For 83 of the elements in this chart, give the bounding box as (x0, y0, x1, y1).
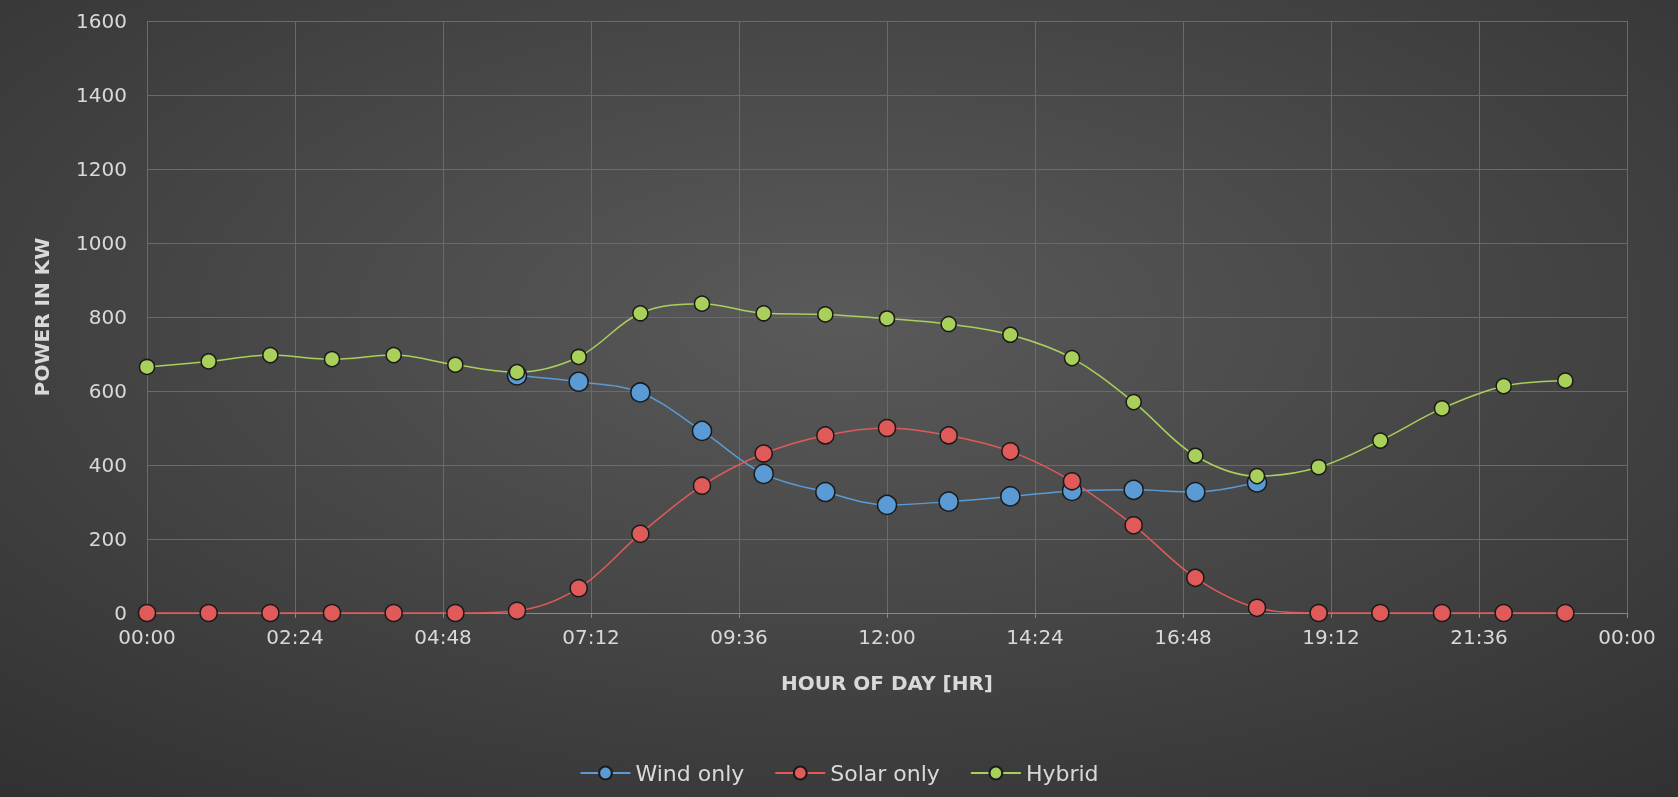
point (447, 356, 464, 373)
point (384, 603, 403, 623)
x-tick-label: 00:00 (1598, 625, 1656, 649)
x-tick-label: 19:12 (1302, 625, 1360, 649)
point (1557, 372, 1574, 389)
point (1556, 603, 1575, 623)
point (632, 305, 649, 322)
point (569, 578, 588, 598)
point (1123, 479, 1144, 501)
y-tick-label: 400 (88, 453, 127, 477)
y-tick-label: 1000 (76, 231, 127, 255)
point (691, 420, 713, 442)
point (1186, 568, 1205, 588)
point (1495, 377, 1512, 395)
point (753, 463, 774, 485)
point (693, 295, 711, 312)
point (939, 426, 958, 445)
y-tick-label: 800 (88, 305, 127, 329)
point (1062, 472, 1082, 491)
y-tick-label: 1200 (76, 157, 127, 181)
point (816, 426, 835, 445)
point (1310, 458, 1327, 476)
x-tick-label: 14:24 (1006, 625, 1064, 649)
y-axis-title: POWER IN KW (30, 237, 54, 397)
point (507, 601, 527, 621)
point (1433, 400, 1451, 417)
point (1371, 603, 1390, 623)
point (877, 418, 897, 438)
point (323, 350, 341, 368)
x-tick-label: 12:00 (858, 625, 916, 649)
point (570, 348, 587, 366)
point (815, 481, 836, 503)
point (1309, 603, 1328, 623)
y-tick-label: 600 (88, 379, 127, 403)
point (446, 603, 465, 623)
point (630, 382, 651, 403)
point (138, 358, 156, 376)
point (692, 476, 712, 495)
x-tick-label: 21:36 (1450, 625, 1508, 649)
point (1372, 432, 1389, 449)
legend-label: Wind only (635, 760, 745, 786)
point (322, 603, 342, 623)
point (568, 371, 589, 392)
point (1248, 467, 1266, 485)
point (199, 603, 218, 623)
point (755, 305, 772, 322)
point (137, 603, 157, 623)
point (1125, 393, 1142, 411)
legend-label: Hybrid (1025, 760, 1099, 786)
point (1187, 447, 1204, 464)
point (200, 353, 217, 370)
point (940, 315, 957, 333)
point (1432, 603, 1452, 623)
x-tick-label: 16:48 (1154, 625, 1212, 649)
y-tick-label: 1600 (76, 9, 127, 33)
x-tick-label: 02:24 (266, 625, 324, 649)
point (1185, 481, 1206, 503)
x-tick-label: 04:48 (414, 625, 472, 649)
point (262, 346, 279, 364)
x-tick-label: 09:36 (710, 625, 768, 649)
x-tick-label: 07:12 (562, 625, 620, 649)
x-axis-title: HOUR OF DAY [HR] (780, 671, 994, 695)
point (1247, 598, 1267, 618)
y-tick-label: 1400 (76, 83, 127, 107)
point (1124, 516, 1143, 535)
legend-label: Solar only (830, 760, 940, 786)
point (1002, 326, 1019, 344)
point (878, 310, 896, 327)
point (817, 306, 834, 323)
point (1000, 486, 1021, 507)
point (261, 603, 280, 623)
point (754, 444, 773, 463)
point (876, 494, 898, 516)
y-tick-label: 0 (114, 601, 127, 625)
point (631, 524, 650, 544)
point (508, 363, 526, 381)
x-tick-label: 00:00 (118, 625, 176, 649)
point (1063, 349, 1081, 367)
y-tick-label: 200 (88, 527, 127, 551)
point (385, 346, 402, 364)
point (1001, 442, 1020, 461)
point (938, 491, 959, 512)
point (1494, 603, 1513, 623)
